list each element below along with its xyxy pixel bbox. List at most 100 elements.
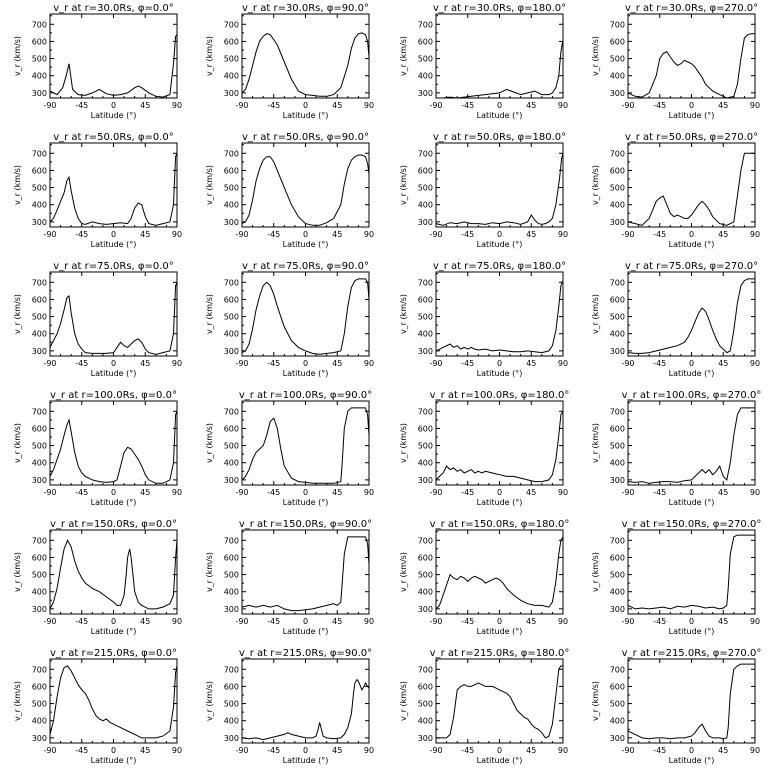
y-tick-label: 400 (224, 459, 239, 468)
chart-panel: v_r at r=50.0Rs, φ=0.0° -90 -45 0 45 90 300 400… (13, 132, 182, 249)
y-axis-label: v_r (km/s) (13, 681, 22, 721)
x-axis-label: Latitude (°) (91, 240, 137, 249)
x-tick-label: 90 (750, 101, 760, 110)
x-tick-label: 45 (718, 101, 728, 110)
x-tick-label: 90 (558, 230, 568, 239)
y-axis-label: v_r (km/s) (591, 423, 600, 463)
series-line (627, 278, 755, 354)
y-tick-label: 700 (418, 407, 433, 416)
x-tick-label: -90 (621, 617, 634, 626)
x-axis-label: Latitude (°) (283, 111, 329, 120)
x-tick-label: 90 (172, 746, 182, 755)
y-tick-label: 500 (32, 442, 47, 451)
chart-title: v_r at r=75.0Rs, φ=0.0° (53, 261, 174, 272)
y-tick-label: 500 (32, 313, 47, 322)
y-tick-label: 700 (224, 665, 239, 674)
x-tick-label: -45 (267, 359, 280, 368)
x-tick-label: 45 (140, 617, 150, 626)
x-tick-label: 90 (172, 488, 182, 497)
x-tick-label: 45 (332, 230, 342, 239)
y-tick-label: 600 (32, 166, 47, 175)
y-tick-label: 700 (32, 20, 47, 29)
y-tick-label: 400 (610, 72, 625, 81)
x-tick-label: 90 (364, 101, 374, 110)
chart-panel: v_r at r=150.0Rs, φ=0.0° -90 -45 0 45 90 300 40… (13, 519, 182, 636)
x-tick-label: 0 (111, 101, 116, 110)
x-tick-label: -90 (43, 101, 56, 110)
x-tick-label: -45 (653, 101, 666, 110)
chart-title: v_r at r=215.0Rs, φ=180.0° (430, 648, 570, 659)
plot-frame (435, 529, 564, 615)
plot-frame (49, 142, 178, 228)
plot-frame (435, 658, 564, 744)
x-axis-label: Latitude (°) (91, 369, 137, 378)
y-tick-label: 400 (418, 588, 433, 597)
x-tick-label: 45 (140, 101, 150, 110)
x-tick-label: -90 (43, 617, 56, 626)
series-line (241, 32, 370, 97)
y-tick-label: 600 (224, 166, 239, 175)
series-line (435, 411, 564, 483)
plot-frame (241, 400, 370, 486)
y-tick-label: 600 (224, 295, 239, 304)
x-tick-label: -45 (653, 488, 666, 497)
chart-title: v_r at r=50.0Rs, φ=90.0° (242, 132, 369, 143)
x-tick-label: -90 (43, 746, 56, 755)
y-tick-label: 500 (418, 184, 433, 193)
series-line (49, 411, 178, 484)
x-tick-label: -90 (235, 101, 248, 110)
x-tick-label: 45 (526, 617, 536, 626)
chart-panel: v_r at r=100.0Rs, φ=90.0° -90 -45 0 45 90 300 4… (205, 390, 374, 507)
x-axis-label: Latitude (°) (477, 756, 523, 765)
x-tick-label: 45 (332, 101, 342, 110)
plot-frame (627, 400, 756, 486)
plot-frame (49, 658, 178, 744)
y-tick-label: 400 (32, 588, 47, 597)
plot-frame (627, 658, 756, 744)
x-tick-label: 0 (303, 359, 308, 368)
y-axis-label: v_r (km/s) (399, 294, 408, 334)
x-tick-label: 0 (689, 101, 694, 110)
chart-panel: v_r at r=150.0Rs, φ=90.0° -90 -45 0 45 90 300 4… (205, 519, 374, 636)
x-tick-label: 0 (689, 230, 694, 239)
x-tick-label: -90 (429, 230, 442, 239)
x-tick-label: -90 (429, 359, 442, 368)
x-tick-label: 45 (332, 488, 342, 497)
y-axis-label: v_r (km/s) (13, 423, 22, 463)
x-tick-label: 90 (364, 230, 374, 239)
chart-panel: v_r at r=75.0Rs, φ=180.0° -90 -45 0 45 90 300 4… (399, 261, 568, 378)
x-axis-label: Latitude (°) (283, 756, 329, 765)
y-tick-label: 700 (418, 278, 433, 287)
plot-frame (435, 400, 564, 486)
y-axis-label: v_r (km/s) (399, 36, 408, 76)
x-tick-label: -90 (621, 359, 634, 368)
y-tick-label: 700 (610, 149, 625, 158)
x-tick-label: 45 (332, 617, 342, 626)
x-tick-label: 45 (526, 101, 536, 110)
x-tick-label: 90 (558, 101, 568, 110)
x-axis-label: Latitude (°) (91, 756, 137, 765)
x-tick-label: 0 (497, 359, 502, 368)
y-axis-label: v_r (km/s) (13, 36, 22, 76)
series-line (241, 407, 370, 484)
y-tick-label: 600 (610, 682, 625, 691)
y-tick-label: 300 (224, 89, 239, 98)
x-tick-label: 90 (172, 230, 182, 239)
y-tick-label: 400 (32, 72, 47, 81)
plot-frame (435, 13, 564, 99)
y-tick-label: 400 (32, 330, 47, 339)
x-tick-label: -90 (43, 230, 56, 239)
chart-panel: v_r at r=100.0Rs, φ=270.0° -90 -45 0 45 90 300… (591, 390, 761, 507)
x-tick-label: 0 (689, 746, 694, 755)
y-tick-label: 400 (418, 72, 433, 81)
y-axis-label: v_r (km/s) (13, 552, 22, 592)
x-axis-label: Latitude (°) (669, 627, 715, 636)
x-tick-label: -90 (429, 746, 442, 755)
y-axis-label: v_r (km/s) (13, 294, 22, 334)
x-tick-label: 90 (558, 488, 568, 497)
chart-title: v_r at r=100.0Rs, φ=90.0° (239, 390, 372, 401)
x-axis-label: Latitude (°) (477, 240, 523, 249)
x-tick-label: 90 (558, 617, 568, 626)
y-tick-label: 500 (32, 700, 47, 709)
y-tick-label: 300 (32, 347, 47, 356)
